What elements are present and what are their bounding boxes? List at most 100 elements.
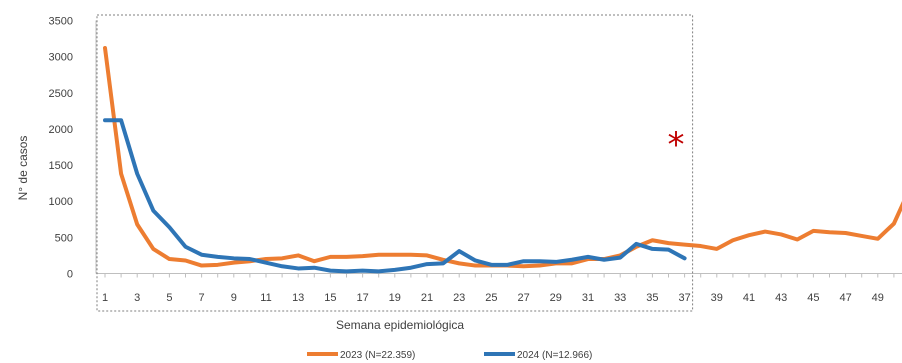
data-point-2024 [441, 262, 445, 265]
data-point-2024 [393, 268, 396, 272]
data-point-2023 [796, 238, 799, 241]
data-point-2023 [168, 257, 171, 261]
x-tick-label: 27 [517, 292, 529, 304]
data-point-2024 [184, 245, 187, 248]
data-point-2023 [780, 233, 783, 236]
x-tick-label: 43 [775, 292, 787, 304]
data-point-2023 [329, 255, 332, 259]
data-point-2024 [474, 259, 477, 262]
data-point-2024 [377, 270, 380, 273]
x-tick-label: 7 [199, 292, 205, 304]
data-point-2023 [828, 231, 831, 234]
y-tick-labels: 0 500 1000 1500 2000 2500 3000 3500 [49, 16, 73, 281]
data-point-2024 [522, 260, 525, 263]
x-tick-label: 13 [292, 292, 304, 304]
data-point-2024 [248, 257, 252, 261]
series-line-2024 [103, 118, 687, 274]
x-tick-label: 11 [260, 292, 271, 304]
y-tick-label: 1500 [49, 160, 73, 172]
data-point-2024 [280, 265, 284, 268]
data-point-2024 [313, 266, 316, 269]
y-tick-label: 3500 [49, 16, 73, 28]
y-tick-label: 0 [67, 269, 73, 281]
data-point-2023 [699, 244, 702, 248]
x-tick-label: 15 [324, 292, 336, 304]
data-point-2023 [731, 239, 735, 242]
data-point-2024 [619, 256, 622, 259]
highlight-box [96, 14, 694, 312]
data-point-2024 [152, 209, 155, 212]
data-point-2024 [506, 263, 509, 267]
annotation-asterisk: * [668, 125, 685, 165]
series-group [103, 45, 902, 274]
data-point-2024 [683, 257, 686, 260]
y-tick-label: 500 [55, 232, 73, 244]
x-tick-label: 21 [421, 292, 433, 304]
y-tick-label: 3000 [49, 52, 73, 64]
data-point-2023 [280, 257, 284, 260]
data-point-2024 [103, 119, 107, 122]
data-point-2023 [570, 262, 574, 265]
data-point-2024 [425, 262, 429, 266]
data-point-2024 [216, 255, 219, 259]
data-point-2023 [844, 231, 847, 235]
data-point-2023 [441, 258, 445, 261]
data-point-2024 [458, 249, 461, 253]
data-point-2023 [812, 229, 815, 233]
data-point-2024 [329, 269, 332, 272]
data-point-2024 [119, 119, 123, 122]
x-tick-label: 25 [485, 292, 497, 304]
data-point-2023 [892, 222, 896, 225]
data-point-2024 [490, 263, 493, 267]
data-point-2023 [297, 254, 300, 257]
y-tick-label: 1000 [49, 196, 73, 208]
data-point-2023 [667, 241, 670, 245]
data-point-2023 [200, 264, 203, 267]
x-tick-label: 37 [678, 292, 690, 304]
x-tick-label: 49 [872, 292, 884, 304]
series-line-2023 [103, 45, 902, 269]
data-point-2023 [683, 243, 686, 246]
data-point-2023 [345, 255, 348, 259]
x-axis-title: Semana epidemiológica [336, 318, 464, 332]
data-point-2024 [136, 172, 139, 175]
data-point-2024 [635, 242, 638, 246]
x-tick-label: 23 [453, 292, 465, 304]
x-tick-label: 33 [614, 292, 626, 304]
data-point-2023 [264, 257, 268, 261]
legend-label-2024: 2024 (N=12.966) [517, 350, 592, 361]
data-point-2023 [651, 239, 654, 242]
data-point-2024 [361, 269, 364, 272]
data-point-2024 [602, 258, 606, 261]
y-tick-label: 2500 [49, 88, 73, 100]
data-point-2023 [232, 261, 235, 264]
x-tick-label: 5 [166, 292, 172, 304]
x-tick-labels: 1 3 5 7 9 11 13 15 17 19 21 23 25 27 29 31 33 35 37 39 41 43 4… [102, 292, 884, 304]
data-point-2024 [538, 260, 541, 263]
data-point-2024 [168, 226, 171, 229]
data-point-2023 [763, 230, 767, 233]
x-tick-label: 41 [743, 292, 755, 304]
y-tick-label: 2000 [49, 124, 73, 136]
data-point-2023 [538, 264, 541, 267]
data-point-2023 [425, 254, 429, 257]
x-tick-label: 19 [389, 292, 401, 304]
data-point-2024 [232, 257, 235, 260]
data-point-2024 [345, 270, 348, 273]
x-tick-label: 47 [839, 292, 851, 304]
data-point-2023 [119, 172, 123, 175]
data-point-2023 [474, 264, 477, 267]
data-point-2023 [522, 265, 525, 268]
data-point-2023 [393, 253, 396, 256]
data-point-2024 [586, 255, 590, 259]
data-point-2023 [860, 234, 863, 238]
x-tick-label: 3 [134, 292, 140, 304]
x-tick-label: 35 [646, 292, 658, 304]
x-tick-label: 9 [231, 292, 237, 304]
data-point-2023 [313, 260, 316, 263]
x-tick-label: 29 [550, 292, 562, 304]
y-axis-title: N° de casos [16, 136, 30, 201]
x-tick-label: 39 [711, 292, 723, 304]
data-point-2023 [216, 263, 219, 267]
